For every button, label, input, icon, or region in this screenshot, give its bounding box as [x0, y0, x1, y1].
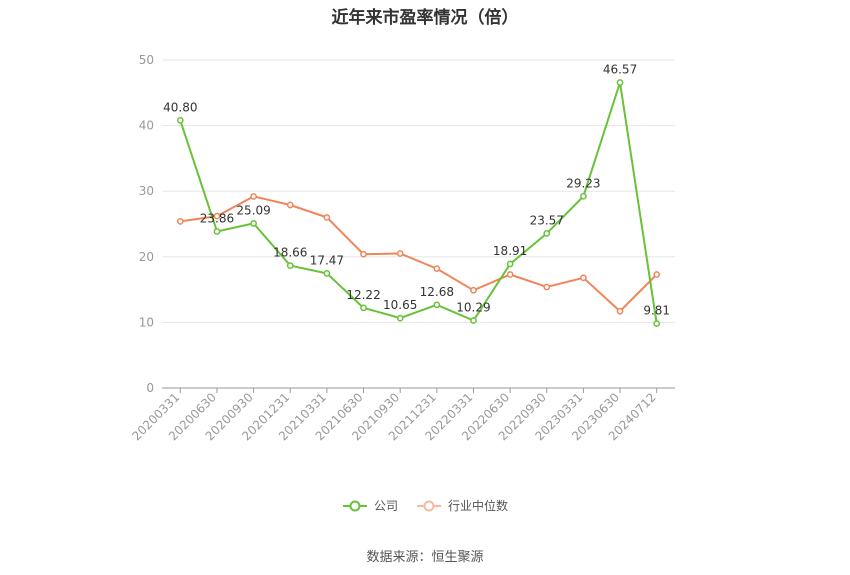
- y-tick-label: 10: [139, 315, 154, 329]
- data-label: 18.91: [493, 244, 527, 258]
- y-tick-label: 40: [139, 119, 154, 133]
- data-label: 9.81: [643, 304, 670, 318]
- y-tick-label: 20: [139, 250, 154, 264]
- legend-item-company[interactable]: 公司: [342, 497, 398, 514]
- data-point: [396, 250, 404, 257]
- y-tick-label: 50: [139, 53, 154, 67]
- data-point: [323, 270, 331, 277]
- y-tick-label: 0: [146, 381, 154, 395]
- chart-title: 近年来市盈率情况（倍）: [331, 8, 519, 28]
- data-label: 10.29: [456, 300, 490, 314]
- data-point: [213, 212, 221, 220]
- data-label: 12.68: [420, 285, 454, 299]
- data-label: 23.57: [530, 213, 564, 227]
- data-point: [176, 218, 184, 225]
- legend: 公司 行业中位数: [0, 497, 850, 514]
- data-point: [653, 320, 661, 327]
- data-label: 40.80: [163, 100, 197, 114]
- data-point: [323, 214, 331, 221]
- data-point: [616, 79, 624, 86]
- data-point: [213, 228, 221, 235]
- data-label: 29.23: [566, 176, 600, 190]
- series-line-0: [179, 82, 658, 324]
- data-point: [250, 220, 257, 227]
- legend-swatch-company: [342, 500, 367, 511]
- data-label: 12.22: [346, 288, 380, 302]
- data-label: 10.65: [383, 298, 417, 312]
- data-point: [433, 265, 441, 272]
- data-point: [506, 260, 514, 268]
- legend-swatch-industry-median: [417, 500, 441, 511]
- data-point: [543, 230, 551, 237]
- source-note: 数据来源：恒生聚源: [366, 550, 484, 565]
- legend-label-company: 公司: [373, 499, 398, 513]
- data-point: [176, 117, 184, 124]
- data-point: [506, 271, 514, 278]
- data-point: [616, 307, 624, 315]
- data-point: [433, 301, 441, 309]
- series-line-1: [180, 195, 658, 313]
- data-point: [250, 193, 257, 200]
- data-point: [543, 283, 551, 291]
- data-point: [360, 304, 367, 312]
- data-point: [470, 286, 477, 294]
- data-point: [396, 314, 404, 322]
- data-point: [286, 201, 294, 209]
- data-label: 46.57: [603, 63, 637, 77]
- data-point: [653, 271, 661, 278]
- legend-label-industry-median: 行业中位数: [448, 499, 509, 513]
- data-label: 17.47: [310, 253, 344, 267]
- data-label: 25.09: [236, 203, 270, 217]
- data-point: [360, 250, 367, 258]
- data-label: 18.66: [273, 246, 307, 260]
- legend-item-industry-median[interactable]: 行业中位数: [416, 497, 508, 514]
- data-label: 23.86: [200, 211, 234, 225]
- data-point: [470, 317, 477, 324]
- data-point: [580, 274, 587, 282]
- data-point: [286, 262, 294, 269]
- data-point: [580, 192, 587, 200]
- y-tick-label: 30: [139, 184, 154, 198]
